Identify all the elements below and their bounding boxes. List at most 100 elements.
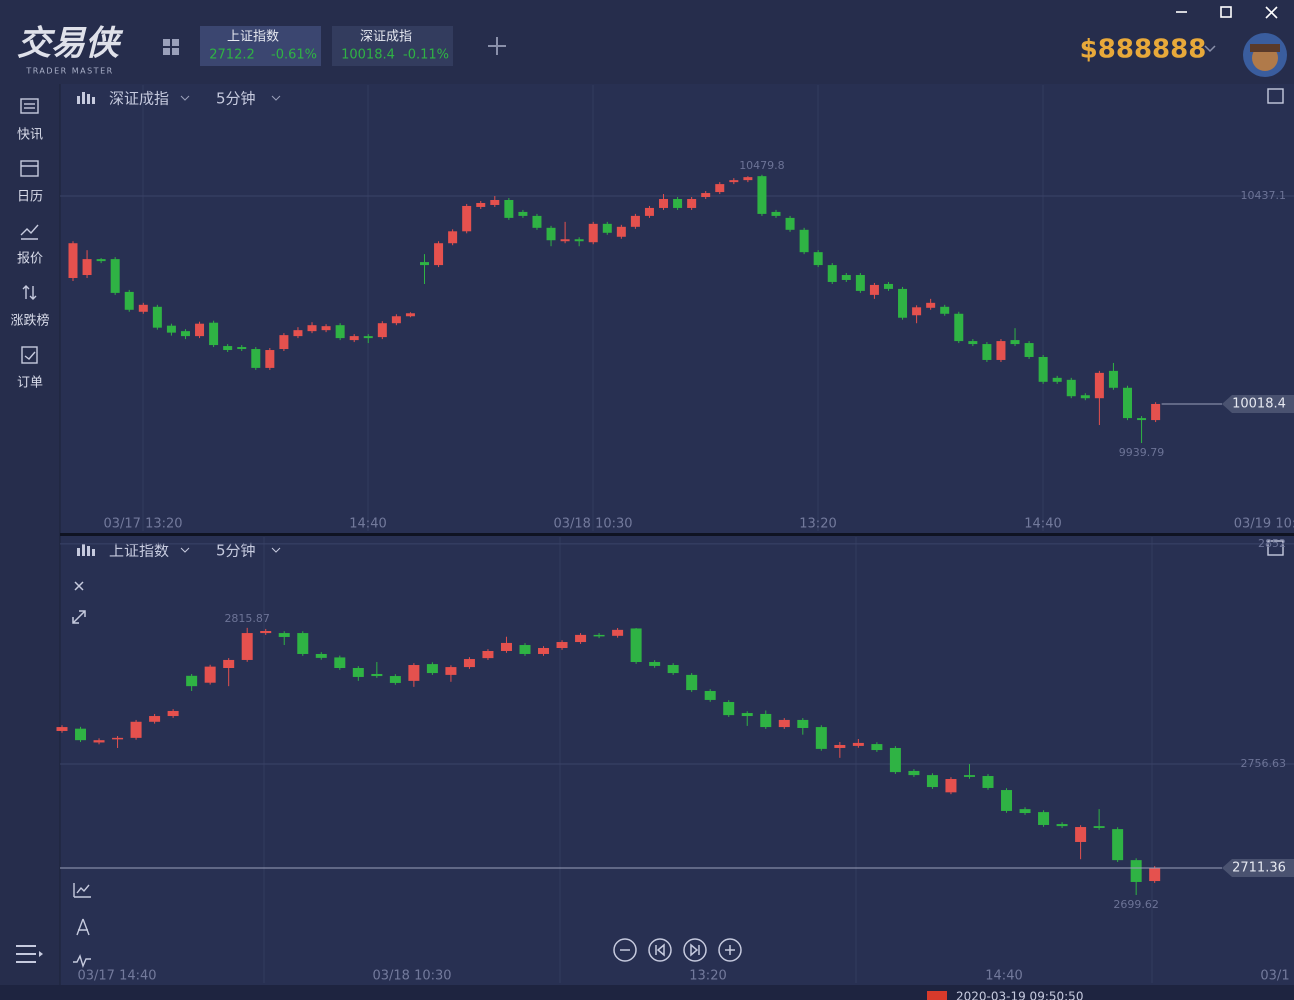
- status-datetime: 2020-03-19 09:50:50: [956, 990, 1083, 1000]
- candle-body: [279, 335, 289, 350]
- candle-body: [377, 323, 387, 338]
- flag: [927, 991, 947, 1000]
- candle-body: [1019, 809, 1031, 814]
- status-bar: [0, 985, 1294, 1000]
- sidebar-item[interactable]: 报价: [17, 252, 43, 267]
- menu-arrow: [39, 951, 43, 957]
- last-price-label: 2711.36: [1232, 861, 1286, 876]
- grid-menu-icon[interactable]: [163, 39, 179, 55]
- candle-body: [1001, 790, 1013, 811]
- sidebar-item[interactable]: 涨跌榜: [10, 313, 49, 329]
- x-tick-label: 03/19 10:: [1234, 517, 1294, 532]
- candle-body: [186, 675, 198, 687]
- candle-body: [644, 207, 654, 216]
- candle-body: [673, 199, 683, 208]
- menu-button[interactable]: [16, 945, 36, 963]
- candle-body: [757, 176, 767, 214]
- close-chart[interactable]: [74, 581, 84, 591]
- candle-body: [389, 676, 401, 683]
- expand-chart[interactable]: [72, 610, 86, 624]
- tab[interactable]: [200, 26, 321, 66]
- candle-body: [463, 659, 475, 668]
- candle-body: [1052, 377, 1062, 382]
- candle-body: [405, 313, 415, 317]
- candle-body: [1151, 403, 1161, 421]
- candle-body: [152, 306, 162, 328]
- candle-body: [741, 713, 753, 717]
- logo: 交易侠: [17, 24, 124, 64]
- candle-body: [1108, 370, 1118, 388]
- candle-body: [1094, 372, 1104, 399]
- sidebar-item[interactable]: 日历: [17, 190, 43, 205]
- sidebar-item[interactable]: 快讯: [17, 128, 43, 143]
- layout-button[interactable]: [1267, 540, 1284, 556]
- candle-body: [667, 665, 679, 674]
- candle-body: [926, 302, 936, 308]
- candle-body: [771, 211, 781, 216]
- candle-body: [93, 740, 105, 743]
- candle-body: [723, 702, 735, 716]
- candle-body: [1080, 395, 1090, 399]
- sidebar: [0, 84, 60, 985]
- candle-body: [841, 275, 851, 280]
- candle-body: [237, 347, 247, 350]
- symbol-select[interactable]: 上证指数: [109, 542, 169, 560]
- candle-body: [659, 199, 669, 208]
- candle-body: [75, 728, 87, 741]
- high-label: 10479.8: [739, 159, 785, 172]
- candle-body: [945, 779, 957, 793]
- candle-body: [630, 628, 642, 663]
- candle-body: [593, 634, 605, 637]
- balance-dropdown[interactable]: [1204, 45, 1216, 53]
- high-label: 2815.87: [224, 612, 270, 625]
- tab-change: -0.61%: [271, 48, 317, 63]
- window-controls[interactable]: [1176, 6, 1278, 19]
- candle-body: [588, 223, 598, 243]
- candle-body: [1130, 860, 1142, 882]
- candle-body: [321, 326, 331, 331]
- zoom-controls[interactable]: [613, 938, 742, 962]
- candle-body: [799, 229, 809, 253]
- candle-body: [852, 742, 864, 746]
- chart-tools[interactable]: [73, 883, 91, 969]
- candle-body: [729, 180, 739, 183]
- candle-body: [334, 657, 346, 668]
- low-label: 9939.79: [1119, 446, 1165, 459]
- candle-body: [715, 184, 725, 193]
- candle-body: [68, 243, 78, 278]
- sidebar-item[interactable]: 订单: [17, 376, 43, 391]
- symbol-select[interactable]: 深证成指: [109, 90, 169, 108]
- tab-name: 上证指数: [227, 30, 279, 45]
- candle-body: [778, 719, 790, 728]
- candle-body: [760, 713, 772, 728]
- interval-select[interactable]: 5分钟: [216, 542, 256, 560]
- y-tick-label: 10437.1: [1241, 189, 1287, 202]
- candle-body: [649, 662, 661, 666]
- candle-body: [167, 710, 179, 717]
- candle-body: [612, 629, 624, 636]
- x-tick-label: 13:20: [689, 969, 726, 984]
- candle-body: [56, 727, 68, 731]
- candle-body: [363, 336, 373, 339]
- interval-select[interactable]: 5分钟: [216, 90, 256, 108]
- candle-body: [1024, 343, 1034, 357]
- dropdown-arrow: [271, 95, 281, 101]
- layout-button[interactable]: [1267, 88, 1284, 104]
- candle-body: [898, 288, 908, 318]
- tab[interactable]: [332, 26, 453, 66]
- candle-body: [855, 275, 865, 291]
- candle-body: [391, 316, 401, 324]
- add-tab[interactable]: [488, 37, 506, 55]
- tab-change: -0.11%: [403, 48, 449, 63]
- candle-body: [912, 307, 922, 316]
- dropdown-arrow: [180, 547, 190, 553]
- avatar[interactable]: [1243, 33, 1287, 77]
- candle-body: [1010, 340, 1020, 345]
- candle-body: [940, 306, 950, 314]
- candle-body: [349, 336, 359, 341]
- candle-body: [560, 239, 570, 242]
- candle-body: [1137, 418, 1147, 421]
- x-tick-label: 14:40: [985, 969, 1022, 984]
- tab-price: 10018.4: [341, 48, 395, 63]
- low-label: 2699.62: [1113, 898, 1159, 911]
